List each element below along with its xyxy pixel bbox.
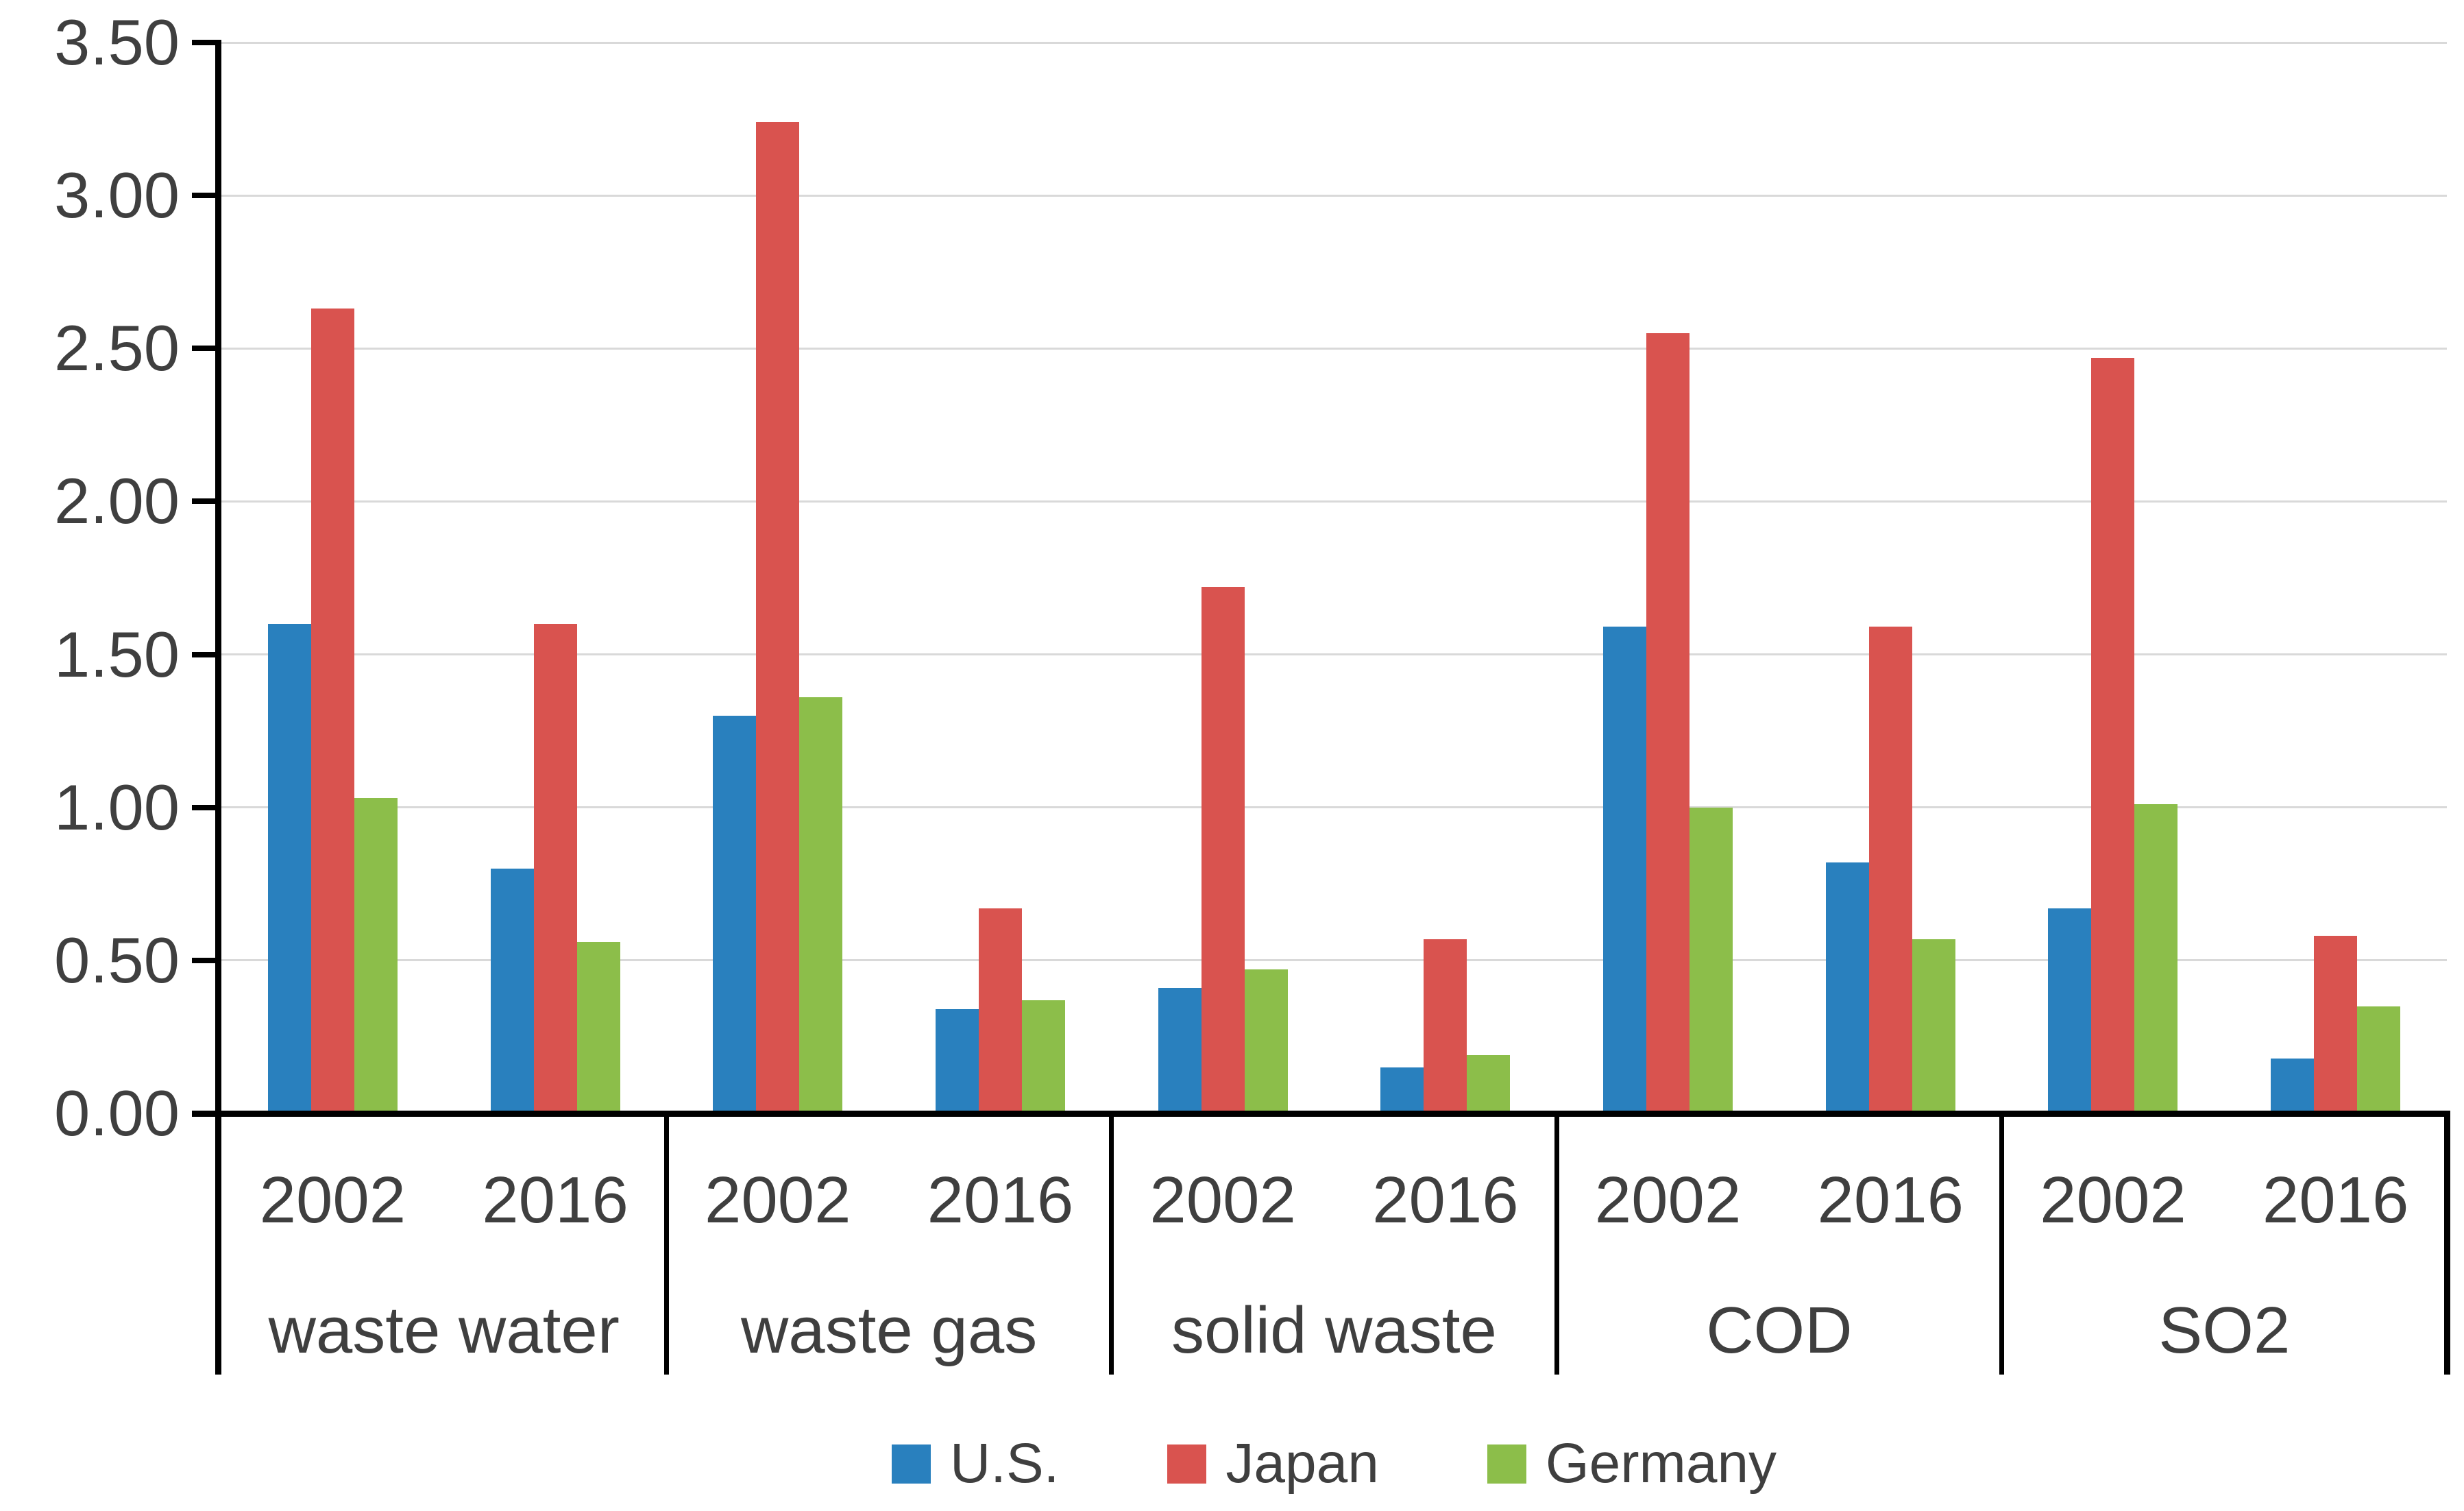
y-axis-tick	[192, 957, 215, 963]
category-divider	[1999, 1117, 2005, 1375]
y-axis-tick-label: 3.00	[54, 159, 180, 232]
bar-us-solid-waste-2002	[1158, 988, 1201, 1113]
year-label: 2002	[2040, 1163, 2186, 1237]
bar-germany-SO2-2002	[2134, 804, 2178, 1113]
y-axis-tick-label: 0.00	[54, 1077, 180, 1149]
legend-label: Germany	[1545, 1432, 1777, 1495]
gridline	[221, 347, 2447, 350]
bar-germany-COD-2002	[1690, 807, 1733, 1113]
category-divider	[1109, 1117, 1114, 1375]
bar-germany-waste-gas-2002	[799, 697, 843, 1113]
bar-us-waste-water-2016	[490, 868, 534, 1113]
bar-japan-waste-gas-2016	[978, 908, 1022, 1113]
y-axis-tick	[192, 804, 215, 810]
bar-us-SO2-2016	[2271, 1058, 2315, 1113]
legend-item: Japan	[1167, 1432, 1379, 1495]
bar-us-COD-2016	[1825, 862, 1869, 1113]
y-axis-tick-label: 2.00	[54, 465, 180, 537]
bar-germany-solid-waste-2002	[1244, 969, 1288, 1113]
category-label: solid waste	[1171, 1294, 1497, 1367]
bar-japan-solid-waste-2016	[1424, 939, 1467, 1113]
legend-swatch-icon	[1167, 1444, 1207, 1484]
legend-label: Japan	[1225, 1432, 1379, 1495]
x-axis-line	[192, 1111, 2450, 1117]
y-axis-tick-label: 1.00	[54, 771, 180, 843]
category-divider	[663, 1117, 669, 1375]
bar-japan-SO2-2016	[2314, 936, 2358, 1113]
bar-us-COD-2002	[1603, 627, 1647, 1113]
category-label: SO2	[2158, 1294, 2291, 1367]
bar-us-solid-waste-2016	[1380, 1067, 1424, 1113]
category-label: COD	[1706, 1294, 1853, 1367]
y-axis-tick	[192, 651, 215, 657]
legend-swatch-icon	[1487, 1444, 1526, 1484]
year-label: 2002	[259, 1163, 406, 1237]
year-label: 2002	[1594, 1163, 1742, 1237]
y-axis-tick-label: 0.50	[54, 923, 180, 996]
legend: U.S. Japan Germany	[221, 1426, 2447, 1501]
y-axis-tick	[192, 498, 215, 505]
bar-japan-waste-water-2016	[533, 623, 577, 1113]
gridline	[221, 500, 2447, 503]
plot-area	[221, 41, 2447, 1113]
gridline	[221, 194, 2447, 197]
year-label: 2016	[1372, 1163, 1519, 1237]
y-axis-line	[215, 40, 221, 1375]
bar-germany-waste-water-2016	[576, 942, 620, 1113]
y-axis-tick	[192, 346, 215, 352]
year-label: 2002	[704, 1163, 851, 1237]
year-label: 2016	[1817, 1163, 1964, 1237]
bar-germany-solid-waste-2016	[1467, 1055, 1511, 1113]
bar-japan-waste-water-2002	[310, 309, 354, 1113]
bar-germany-waste-gas-2016	[1021, 1000, 1065, 1113]
gridline	[221, 653, 2447, 656]
y-axis-tick-label: 3.50	[54, 6, 180, 78]
year-label: 2016	[2262, 1163, 2409, 1237]
bar-japan-SO2-2002	[2091, 357, 2135, 1113]
year-label: 2016	[482, 1163, 629, 1237]
year-label: 2016	[927, 1163, 1074, 1237]
bar-us-SO2-2002	[2048, 908, 2092, 1113]
y-axis-tick-label: 2.50	[54, 312, 180, 385]
gridline	[221, 959, 2447, 962]
bar-us-waste-gas-2016	[935, 1009, 979, 1113]
bar-japan-solid-waste-2002	[1201, 587, 1245, 1113]
category-axis: 2002 2016 waste water 2002 2016 waste gas 2002…	[221, 1117, 2447, 1375]
bar-us-waste-water-2002	[267, 623, 311, 1113]
category-divider	[1554, 1117, 1559, 1375]
y-axis-tick	[192, 40, 215, 45]
category-axis-right-border	[2444, 1111, 2450, 1375]
y-axis-tick-label: 1.50	[54, 618, 180, 690]
y-axis-tick-labels: 0.00 0.50 1.00 1.50 2.00 2.50 3.00 3.50	[0, 10, 180, 1146]
legend-item: U.S.	[891, 1432, 1060, 1495]
bar-japan-waste-gas-2002	[756, 122, 800, 1113]
legend-item: Germany	[1487, 1436, 1777, 1492]
bar-japan-COD-2002	[1646, 333, 1690, 1113]
year-label: 2002	[1149, 1163, 1296, 1237]
gridline	[221, 806, 2447, 809]
y-axis-tick	[192, 193, 215, 199]
bar-japan-COD-2016	[1868, 627, 1912, 1113]
category-label: waste water	[268, 1294, 620, 1367]
bar-us-waste-gas-2002	[713, 715, 757, 1113]
gridline	[221, 41, 2447, 44]
bar-germany-COD-2016	[1912, 939, 1955, 1113]
legend-label: U.S.	[949, 1432, 1060, 1495]
bar-germany-SO2-2016	[2357, 1006, 2401, 1113]
legend-swatch-icon	[891, 1444, 931, 1484]
bar-germany-waste-water-2002	[354, 798, 398, 1113]
category-label: waste gas	[740, 1294, 1038, 1367]
